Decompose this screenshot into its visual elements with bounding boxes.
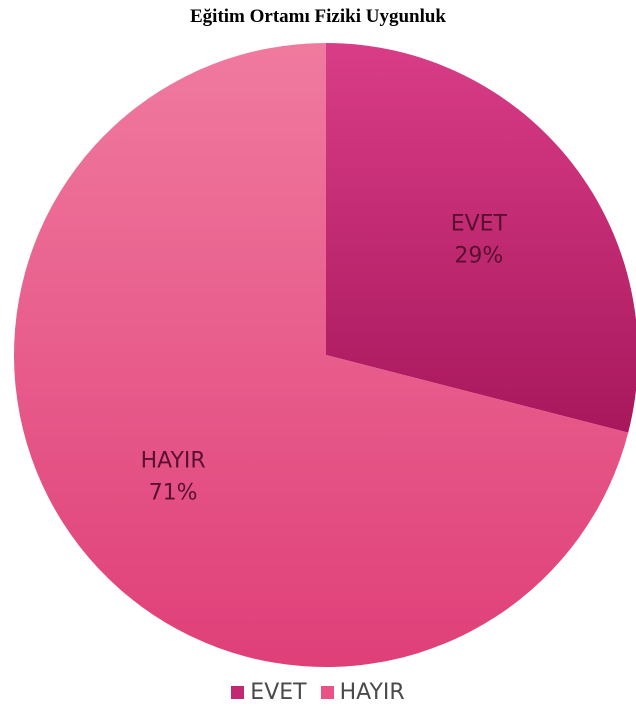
- legend-swatch-hayir: [320, 686, 334, 699]
- legend-label-evet: EVET: [250, 680, 307, 705]
- pie-slice-hayir: [13, 43, 629, 667]
- legend: EVET HAYIR: [0, 680, 636, 705]
- slice-label-hayir: HAYIR: [141, 449, 206, 474]
- slice-value-hayir: 71%: [149, 481, 198, 506]
- slice-label-evet: EVET: [451, 211, 508, 236]
- slice-value-evet: 29%: [454, 243, 503, 268]
- pie-slice-evet: [326, 43, 636, 433]
- legend-swatch-evet: [231, 686, 245, 699]
- legend-label-hayir: HAYIR: [339, 680, 405, 705]
- chart-title: Eğitim Ortamı Fiziki Uygunluk: [190, 6, 446, 27]
- legend-item-hayir: HAYIR: [320, 680, 405, 705]
- legend-item-evet: EVET: [231, 680, 307, 705]
